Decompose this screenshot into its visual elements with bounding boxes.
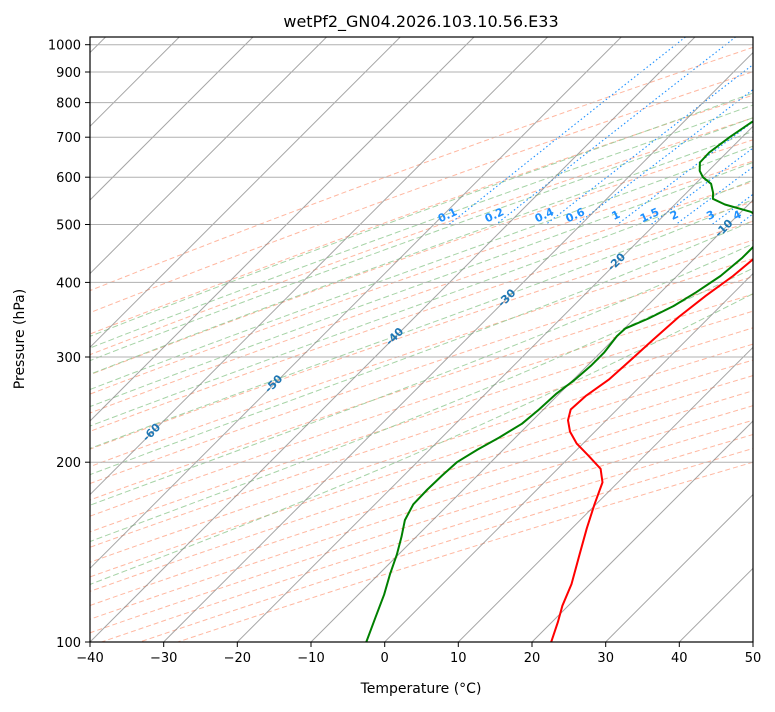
x-tick-label: −30: [150, 651, 177, 666]
x-tick-label: 20: [524, 651, 541, 666]
x-tick-label: 0: [381, 651, 389, 666]
x-tick-label: −20: [224, 651, 251, 666]
chart-title: wetPf2_GN04.2026.103.10.56.E33: [283, 12, 558, 32]
y-tick-label: 600: [56, 171, 81, 186]
y-tick-label: 500: [56, 219, 81, 234]
x-tick-label: −40: [76, 651, 103, 666]
x-axis-label: Temperature (°C): [360, 681, 482, 697]
y-tick-label: 700: [56, 131, 81, 146]
x-tick-label: 10: [450, 651, 467, 666]
isotherm-label: -70: [17, 470, 40, 493]
y-tick-label: 1000: [48, 39, 81, 54]
x-tick-label: 30: [597, 651, 614, 666]
x-tick-label: 50: [745, 651, 762, 666]
y-tick-label: 800: [56, 97, 81, 112]
y-tick-label: 200: [56, 456, 81, 471]
mixing-ratio-label: 6: [770, 208, 775, 223]
x-tick-label: 40: [671, 651, 688, 666]
y-tick-label: 400: [56, 276, 81, 291]
x-tick-label: −10: [297, 651, 324, 666]
y-tick-label: 900: [56, 66, 81, 81]
y-tick-label: 300: [56, 351, 81, 366]
y-axis-label: Pressure (hPa): [12, 289, 28, 389]
y-tick-label: 100: [56, 636, 81, 651]
